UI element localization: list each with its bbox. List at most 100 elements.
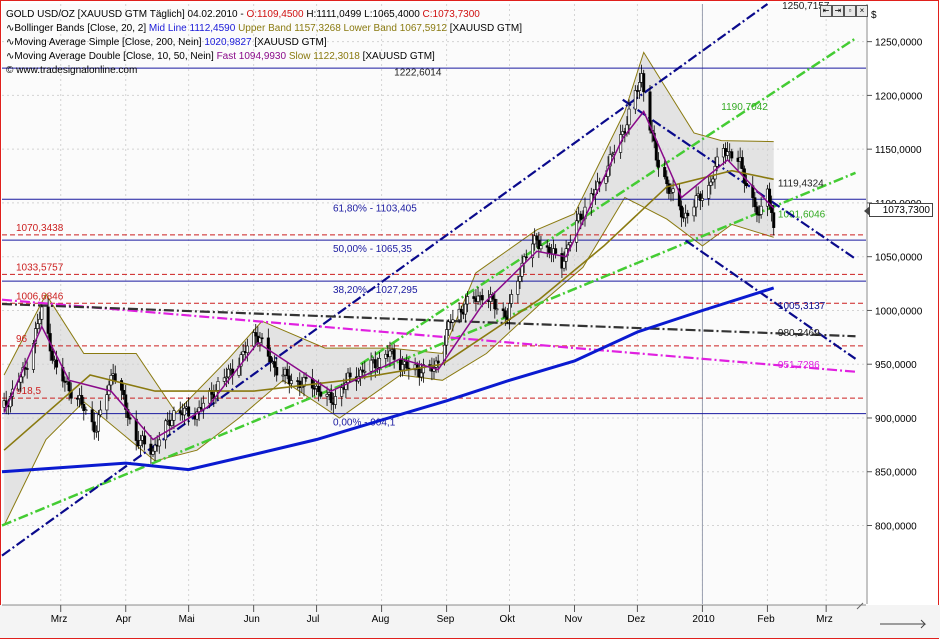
x-axis-tick-label: Apr bbox=[116, 614, 132, 625]
candle-body bbox=[459, 308, 463, 313]
candle-body bbox=[709, 181, 713, 186]
x-axis-tick-label: Jun bbox=[244, 614, 260, 625]
x-axis-tick-label: Jul bbox=[307, 614, 320, 625]
candle-body bbox=[266, 337, 270, 357]
y-axis-tick-label: 1200,0000 bbox=[875, 91, 923, 102]
candle-body bbox=[726, 151, 730, 156]
scroll-arrow-icon bbox=[880, 619, 927, 629]
scroll-start-button[interactable]: ⇤ bbox=[820, 5, 832, 17]
dma-prefix: Moving Average Double [Close, 10, 50, Ne… bbox=[14, 51, 217, 62]
candle-body bbox=[40, 306, 44, 320]
candle-body bbox=[82, 403, 86, 411]
candle-body bbox=[669, 192, 673, 194]
candle-body bbox=[524, 256, 528, 259]
x-axis-tick-label: Sep bbox=[437, 614, 455, 625]
candle-body bbox=[447, 321, 451, 330]
candle-body bbox=[401, 364, 405, 371]
copyright-line: © www.tradesignalonline.com bbox=[6, 64, 137, 77]
support-level-label: 96 bbox=[16, 334, 28, 345]
support-level-label: 1006,6846 bbox=[16, 291, 64, 302]
candle-body bbox=[273, 361, 277, 368]
level-value-label: 1250,7157 bbox=[782, 1, 830, 12]
candle-body bbox=[289, 380, 293, 384]
candle-body bbox=[700, 198, 704, 201]
candle-body bbox=[373, 359, 377, 369]
candle-body bbox=[359, 369, 363, 377]
candle-body bbox=[84, 409, 88, 412]
fib-level-label: 38,20% - 1027,295 bbox=[333, 285, 418, 296]
candle-body bbox=[195, 411, 199, 420]
candle-body bbox=[510, 294, 514, 304]
support-level-label: 918,5 bbox=[16, 386, 41, 397]
candle-body bbox=[128, 417, 132, 420]
candle-body bbox=[715, 156, 719, 167]
dma-legend[interactable]: ∿Moving Average Double [Close, 10, 50, N… bbox=[6, 50, 435, 63]
candle-body bbox=[224, 376, 228, 379]
candle-body bbox=[740, 157, 744, 170]
sma-legend[interactable]: ∿Moving Average Simple [Close, 200, Nein… bbox=[6, 36, 327, 49]
candle-body bbox=[663, 167, 667, 178]
high-value: H:1111,0499 bbox=[303, 9, 362, 20]
dma-slow: Slow 1122,3018 bbox=[286, 51, 360, 62]
level-value-label: 1222,6014 bbox=[394, 68, 442, 79]
candle-body bbox=[772, 212, 776, 228]
candle-body bbox=[711, 178, 715, 183]
close-window-button[interactable]: × bbox=[856, 5, 868, 17]
candle-body bbox=[392, 349, 396, 360]
symbol-label: GOLD USD/OZ [XAUUSD GTM Täglich] 04.02.2… bbox=[6, 9, 247, 20]
candle-body bbox=[122, 389, 126, 396]
y-axis-tick-label: 850,0000 bbox=[875, 468, 917, 479]
candle-body bbox=[172, 410, 176, 421]
candle-body bbox=[539, 245, 543, 250]
restore-window-button[interactable]: ▫ bbox=[844, 5, 856, 17]
candle-body bbox=[472, 296, 476, 299]
candle-body bbox=[182, 407, 186, 416]
candle-body bbox=[535, 235, 539, 241]
candle-body bbox=[451, 319, 455, 323]
candle-body bbox=[377, 358, 381, 368]
candle-body bbox=[348, 372, 352, 378]
candle-body bbox=[92, 421, 96, 433]
dma-wave-icon: ∿ bbox=[6, 51, 15, 62]
trend-line-black bbox=[1, 302, 856, 338]
candle-body bbox=[239, 354, 243, 367]
x-axis-strip bbox=[0, 605, 940, 638]
candle-body bbox=[480, 295, 484, 301]
candle-body bbox=[94, 430, 98, 433]
candle-body bbox=[90, 409, 94, 423]
candle-body bbox=[304, 377, 308, 379]
scroll-end-button[interactable]: ⇥ bbox=[832, 5, 844, 17]
candle-body bbox=[635, 90, 639, 92]
candle-body bbox=[4, 400, 8, 406]
candle-body bbox=[275, 367, 279, 376]
open-value: O:1109,4500 bbox=[246, 9, 304, 20]
candle-body bbox=[422, 364, 426, 374]
candle-body bbox=[80, 395, 84, 405]
candle-body bbox=[436, 360, 440, 364]
candle-body bbox=[254, 332, 258, 337]
candle-body bbox=[463, 303, 467, 315]
candle-body bbox=[201, 402, 205, 410]
x-axis-tick-label: Mrz bbox=[816, 614, 833, 625]
support-level-label: 1033,5757 bbox=[16, 262, 64, 273]
candle-body bbox=[547, 247, 551, 254]
candle-body bbox=[105, 394, 109, 411]
candle-body bbox=[216, 381, 220, 391]
dma-suffix: [XAUUSD GTM] bbox=[359, 51, 435, 62]
candle-body bbox=[333, 396, 337, 405]
candle-body bbox=[325, 394, 329, 397]
bollinger-legend[interactable]: ∿Bollinger Bands [Close, 20, 2] Mid Line… bbox=[6, 22, 522, 35]
last-price-tag: 1073,7300 bbox=[864, 203, 933, 217]
candle-body bbox=[667, 183, 671, 194]
candle-body bbox=[768, 188, 772, 206]
candle-body bbox=[285, 368, 289, 377]
x-axis-tick-label: Dez bbox=[627, 614, 645, 625]
candle-body bbox=[151, 450, 155, 455]
candle-body bbox=[157, 439, 161, 447]
trend-line-label: 951,7286 bbox=[778, 360, 820, 371]
level-value-label: 1119,4324 bbox=[778, 178, 824, 189]
y-axis-tick-label: 900,0000 bbox=[875, 414, 917, 425]
candle-body bbox=[545, 245, 549, 248]
